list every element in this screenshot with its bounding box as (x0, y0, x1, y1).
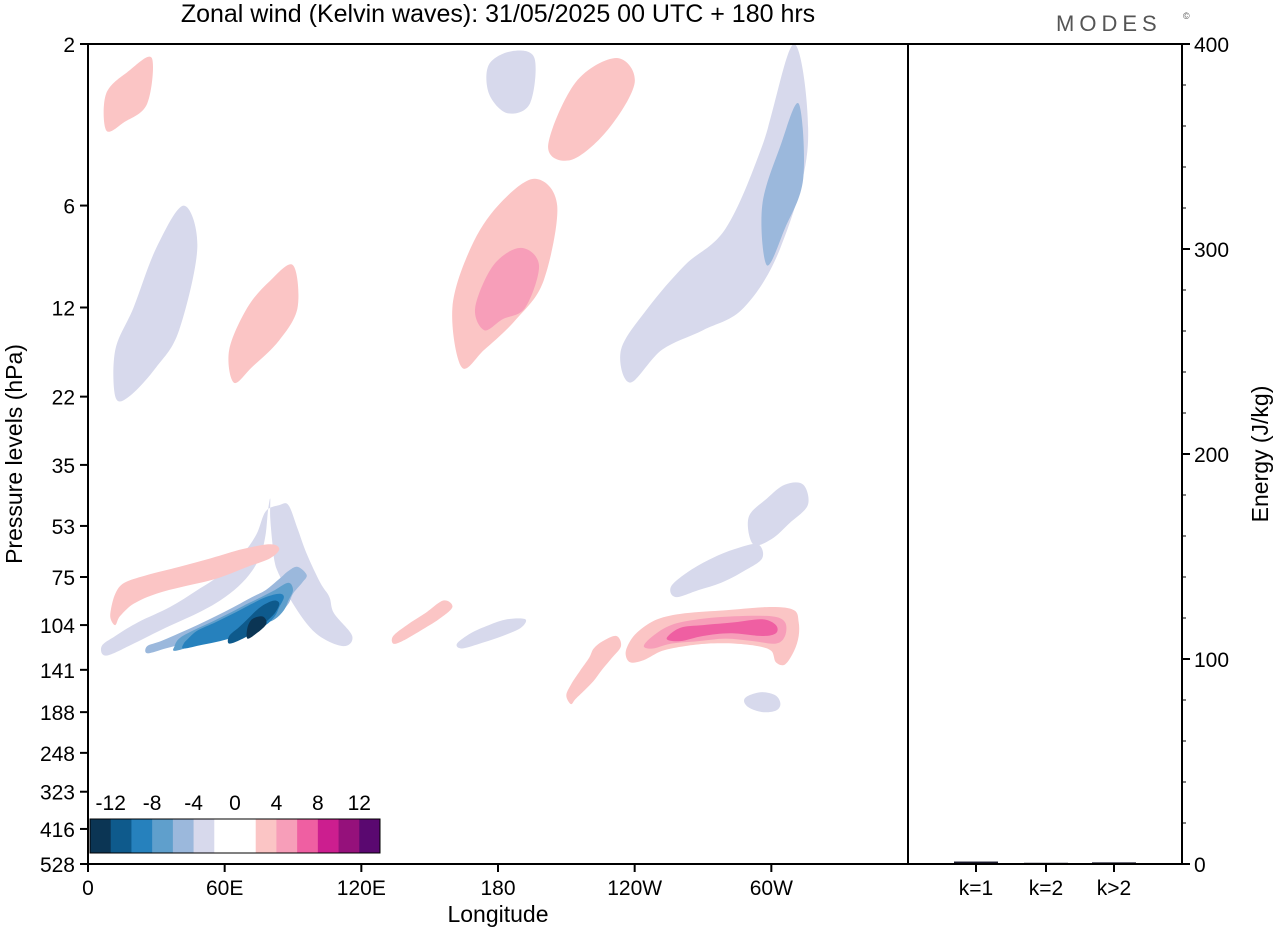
axes: 0 60E 120E 180 120W 60W 2 6 12 22 35 53 75 104 141 188 2… (40, 34, 793, 900)
y-tick-label: 248 (40, 743, 75, 766)
wind-contour-13 (670, 543, 764, 598)
colorbar-tick-label: 4 (271, 792, 283, 815)
colorbar-swatch (193, 819, 215, 853)
wind-contour-18 (228, 264, 299, 384)
energy-category-label: k=2 (1029, 877, 1063, 900)
colorbar-tick-label: 8 (312, 792, 324, 815)
colorbar-swatch (214, 819, 236, 853)
chart-title: Zonal wind (Kelvin waves): 31/05/2025 00… (181, 0, 815, 28)
wind-contour-14 (747, 482, 809, 546)
energy-panel: 0 100 200 300 400 k=1 k=2 k>2 (954, 34, 1229, 900)
energy-frame (907, 43, 1183, 865)
colorbar-swatch (276, 819, 298, 853)
wind-contour-3 (182, 593, 284, 649)
x-tick-label: 0 (82, 877, 94, 900)
wind-contour-0 (100, 498, 353, 656)
colorbar-tick-label: -12 (96, 792, 126, 815)
colorbar-tick-label: 0 (229, 792, 241, 815)
wind-contour-21 (761, 102, 805, 266)
wind-contour-24 (103, 56, 154, 132)
wind-contour-12 (456, 618, 527, 649)
y-tick-label: 22 (52, 387, 75, 410)
x-tick-label: 120E (337, 877, 386, 900)
colorbar-swatch (297, 819, 319, 853)
wind-contour-10 (566, 635, 622, 705)
colorbar-swatch (172, 819, 194, 853)
wind-contour-23 (486, 50, 536, 114)
energy-axis-label: Energy (J/kg) (1247, 386, 1273, 523)
energy-tick-label: 0 (1194, 854, 1206, 877)
energy-tick-label: 400 (1194, 34, 1229, 57)
y-tick-label: 323 (40, 782, 75, 805)
brand-mark: © (1183, 11, 1190, 21)
colorbar-tick-label: 12 (348, 792, 371, 815)
y-tick-label: 104 (40, 615, 75, 638)
contour-layer (100, 44, 809, 713)
wind-contour-9 (666, 619, 778, 642)
x-tick-label: 120W (607, 877, 662, 900)
colorbar-swatch (235, 819, 257, 853)
energy-category-label: k>2 (1097, 877, 1131, 900)
colorbar-swatch (317, 819, 339, 853)
x-tick-label: 180 (480, 877, 515, 900)
colorbar: -12 -8 -4 0 4 8 12 (89, 792, 381, 854)
colorbar-swatch (131, 819, 153, 853)
colorbar-tick-label: -8 (143, 792, 162, 815)
x-axis-label: Longitude (447, 901, 548, 927)
y-tick-label: 12 (52, 297, 75, 320)
energy-category-label: k=1 (959, 877, 993, 900)
energy-tick-label: 200 (1194, 444, 1229, 467)
brand-logo-text: MODES (1056, 11, 1162, 36)
colorbar-frame (89, 818, 381, 854)
wind-contour-5 (246, 616, 267, 639)
colorbar-swatch (110, 819, 132, 853)
wind-contour-17 (474, 247, 540, 331)
y-tick-label: 6 (63, 196, 75, 219)
y-tick-label: 141 (40, 660, 75, 683)
y-tick-label: 188 (40, 702, 75, 725)
wind-contour-1 (145, 566, 307, 654)
x-tick-label: 60W (750, 877, 793, 900)
y-tick-label: 53 (52, 516, 75, 539)
y-tick-label: 2 (63, 34, 75, 57)
y-tick-label: 416 (40, 819, 75, 842)
y-tick-label: 35 (52, 455, 75, 478)
wind-contour-20 (620, 44, 809, 383)
colorbar-tick-label: -4 (184, 792, 203, 815)
energy-bar-k=1 (954, 861, 998, 864)
y-axis-label: Pressure levels (hPa) (1, 344, 27, 564)
wind-contour-15 (744, 692, 781, 713)
colorbar-swatch (359, 819, 381, 853)
colorbar-swatch (338, 819, 360, 853)
colorbar-swatch (90, 819, 112, 853)
colorbar-swatch (152, 819, 174, 853)
x-tick-label: 60E (206, 877, 243, 900)
energy-tick-label: 300 (1194, 239, 1229, 262)
colorbar-swatch (255, 819, 277, 853)
wind-contour-19 (113, 205, 198, 402)
wind-contour-11 (391, 600, 453, 644)
wind-contour-22 (548, 58, 635, 161)
wind-contour-6 (110, 544, 280, 626)
y-tick-label: 75 (52, 567, 75, 590)
y-tick-label: 528 (40, 854, 75, 877)
energy-tick-label: 100 (1194, 649, 1229, 672)
